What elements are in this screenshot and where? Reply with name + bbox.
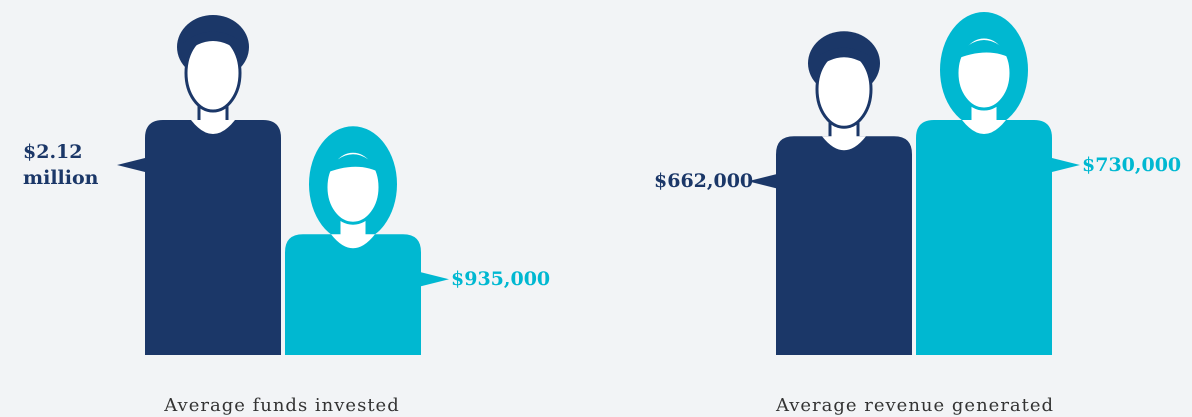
person-figure <box>916 12 1052 355</box>
collar <box>962 120 1006 134</box>
collar <box>331 234 375 249</box>
body <box>776 136 912 355</box>
face <box>324 149 382 225</box>
body <box>916 120 1052 355</box>
fringe <box>183 31 243 55</box>
person-figure <box>145 15 281 355</box>
pointer <box>748 174 776 189</box>
collar <box>191 120 235 134</box>
fringe <box>814 47 874 72</box>
chart-caption: Average funds invested <box>164 395 400 416</box>
fringe <box>323 154 383 175</box>
face <box>955 35 1013 111</box>
value-label: $935,000 <box>451 268 551 291</box>
body <box>285 234 421 355</box>
value-label: $662,000 <box>654 170 754 193</box>
body <box>145 120 281 355</box>
value-label: $730,000 <box>1082 154 1182 176</box>
collar <box>822 136 866 151</box>
person-figure <box>285 126 421 355</box>
pointer <box>421 272 449 287</box>
fringe <box>954 40 1014 60</box>
pointer <box>117 158 145 172</box>
chart-caption: Average revenue generated <box>775 395 1055 416</box>
person-figure <box>776 31 912 355</box>
pointer <box>1052 158 1080 172</box>
value-label: $2.12 million <box>23 141 99 189</box>
